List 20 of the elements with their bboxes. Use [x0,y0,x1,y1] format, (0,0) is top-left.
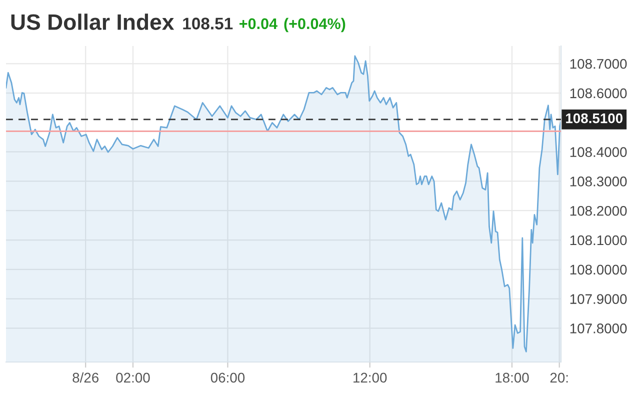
ref-line-label: 108.5100 [566,113,623,124]
y-tick-label: 108.2000 [570,206,627,216]
text: (+0.04%) [284,18,346,32]
x-tick-label: 12:00 [354,372,387,383]
y-tick-label: 108.7000 [570,58,627,69]
y-tick-label: 108.6000 [570,88,627,98]
x-tick-label: 02:00 [116,372,150,383]
y-tick-label: 108.0000 [570,264,627,275]
y-tick-label: 108.4000 [570,147,627,157]
x-tick-label: 20: [550,372,568,383]
x-tick-label: 18:00 [496,372,529,383]
y-tick-label: 107.9000 [570,294,627,304]
y-tick-label: 108.3000 [570,176,627,186]
chart-title: US Dollar Index [11,14,174,30]
y-tick-label: 107.8000 [570,324,627,334]
x-tick-label: 8/26 [72,372,98,383]
x-tick-label: 06:00 [210,372,245,383]
text: +0.04 [240,18,278,30]
text: 108.51 [183,18,233,30]
y-tick-label: 108.1000 [570,235,627,246]
